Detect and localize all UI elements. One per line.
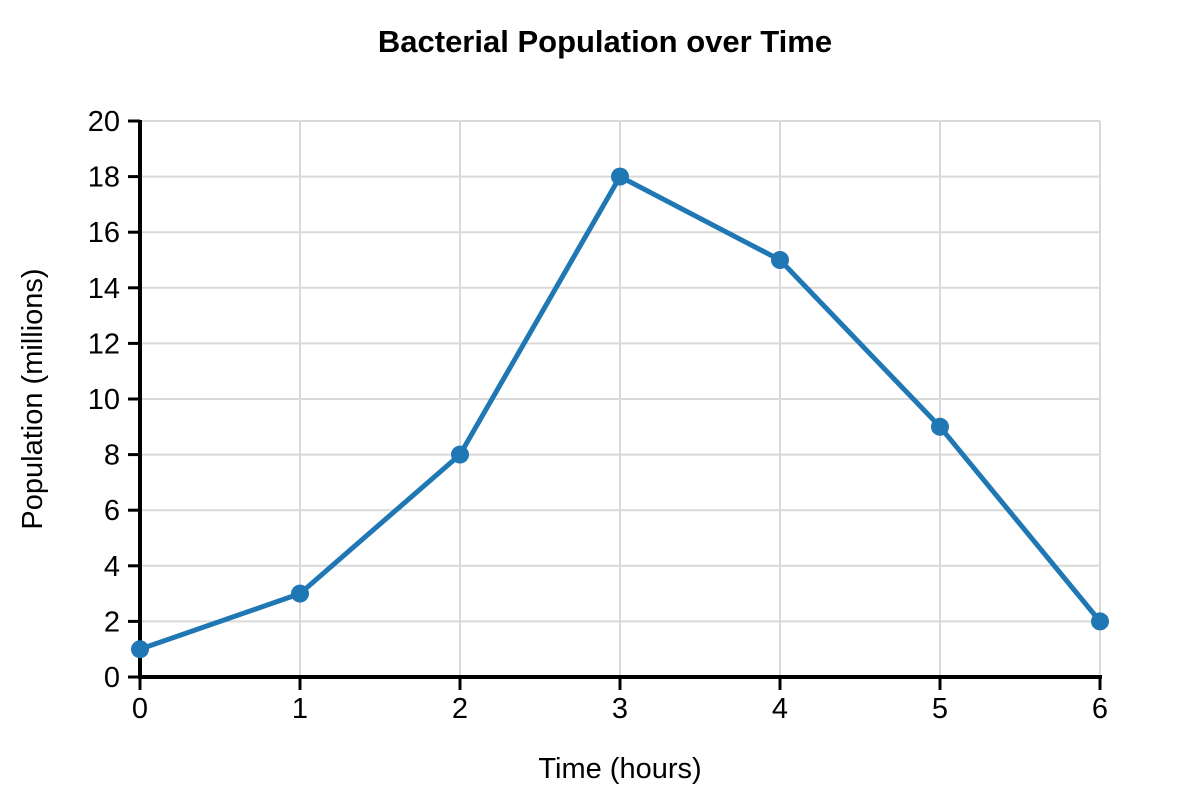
- y-tick-label: 10: [88, 384, 120, 416]
- tick-marks: [128, 119, 1102, 690]
- x-tick-label: 0: [132, 693, 148, 725]
- x-tick-label: 2: [452, 693, 468, 725]
- y-tick-label: 18: [88, 162, 120, 194]
- x-tick-label: 6: [1092, 693, 1108, 725]
- y-tick-label: 8: [104, 440, 120, 472]
- data-point-marker: [771, 251, 789, 269]
- y-tick-label: 20: [88, 106, 120, 138]
- y-tick-label: 4: [104, 551, 120, 583]
- x-axis-label: Time (hours): [538, 753, 701, 785]
- y-axis-label: Population (millions): [17, 268, 49, 529]
- y-tick-label: 12: [88, 328, 120, 360]
- y-tick-label: 0: [104, 662, 120, 694]
- y-tick-label: 14: [88, 273, 120, 305]
- y-tick-label: 6: [104, 495, 120, 527]
- data-series: [131, 167, 1109, 659]
- gridlines: [139, 120, 1101, 678]
- chart-title: Bacterial Population over Time: [378, 24, 832, 59]
- data-point-marker: [1091, 612, 1109, 631]
- x-tick-label: 5: [932, 693, 948, 725]
- y-tick-label: 2: [104, 606, 120, 638]
- data-point-marker: [931, 417, 949, 436]
- data-point-marker: [611, 167, 629, 186]
- y-tick-label: 16: [88, 217, 120, 249]
- data-point-marker: [131, 640, 149, 659]
- x-tick-label: 4: [772, 693, 788, 725]
- data-point-marker: [451, 445, 469, 464]
- x-tick-label: 1: [292, 693, 308, 725]
- x-tick-label: 3: [612, 693, 628, 725]
- data-point-marker: [291, 584, 309, 603]
